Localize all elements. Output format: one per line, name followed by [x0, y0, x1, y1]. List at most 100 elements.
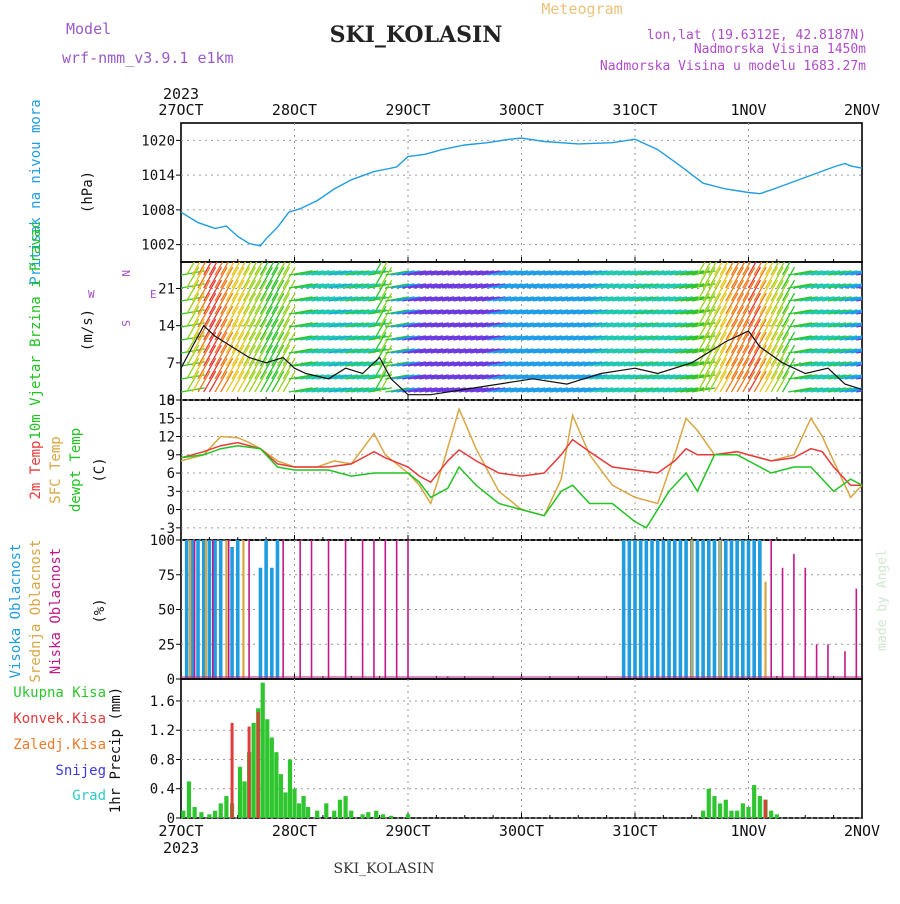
wind-barb — [657, 270, 682, 276]
wind-barb — [674, 296, 699, 302]
wind-barb — [776, 357, 790, 380]
wind-barb — [328, 309, 353, 315]
wind-barb — [396, 361, 421, 367]
wind-barb — [651, 387, 676, 393]
wind-barb — [788, 270, 812, 276]
wind-barb — [759, 318, 773, 341]
wind-barb — [719, 305, 733, 328]
wind-barb — [861, 313, 862, 314]
wind-barb — [470, 348, 495, 354]
precip-bar — [278, 774, 283, 818]
wind-barb — [317, 309, 341, 315]
wind-barb — [248, 292, 262, 315]
wind-barb — [413, 348, 438, 354]
wind-barb — [719, 266, 733, 289]
precip-bar — [332, 810, 337, 818]
wind-barb — [441, 283, 466, 289]
wind-barb — [276, 279, 291, 302]
wind-barb — [674, 335, 699, 341]
wind-barb — [515, 374, 540, 380]
wind-barb — [237, 357, 251, 380]
wind-barb — [827, 296, 852, 302]
wind-barb — [776, 344, 790, 367]
wind-barb — [487, 309, 512, 315]
wind-barb — [413, 296, 438, 302]
wind-barb — [747, 262, 757, 276]
wind-barb — [390, 309, 415, 315]
wind-barb — [736, 279, 750, 302]
wind-barb — [254, 262, 264, 276]
wind-barb — [288, 387, 313, 393]
wind-barb — [566, 335, 591, 341]
wind-barb — [373, 262, 383, 276]
time-label-top: 2NOV — [844, 101, 880, 119]
wind-barb — [390, 283, 415, 289]
wind-barb — [464, 374, 489, 380]
wind-barb — [186, 262, 195, 276]
wind-barb — [617, 309, 642, 315]
time-label-bottom: 29OCT — [385, 822, 430, 840]
wind-barb — [191, 262, 201, 276]
wind-barb — [197, 262, 207, 276]
wind-barb — [646, 348, 671, 354]
wind-barb — [305, 270, 330, 276]
wind-barb — [351, 374, 375, 380]
wind-barb — [504, 348, 529, 354]
wind-barb — [770, 262, 780, 276]
wind-barb — [470, 374, 495, 380]
wind-barb — [578, 270, 602, 276]
wind-barb — [600, 335, 625, 341]
wind-barb — [788, 335, 812, 341]
wind-barb — [753, 292, 767, 315]
wind-barb — [237, 331, 251, 354]
wind-barb — [493, 374, 517, 380]
wind-barb — [634, 387, 659, 393]
wind-barb — [629, 335, 654, 341]
wind-barb — [657, 387, 682, 393]
wind-barb — [725, 292, 739, 315]
wind-barb — [424, 335, 449, 341]
wind-barb — [742, 357, 756, 380]
wind-barb — [351, 309, 375, 315]
wind-barb — [231, 305, 245, 328]
wind-barb — [300, 322, 324, 328]
wind-barb — [311, 361, 336, 367]
wind-barb — [702, 262, 712, 276]
wind-barb — [781, 318, 796, 341]
wind-barb — [572, 374, 597, 380]
wind-barb — [351, 335, 375, 341]
wind-barb — [419, 348, 444, 354]
wind-barb — [475, 322, 500, 328]
wind-barb — [430, 322, 455, 328]
precip-bar — [735, 810, 740, 818]
wind-barb — [629, 348, 654, 354]
wind-barb — [583, 348, 608, 354]
wind-barb — [231, 370, 245, 393]
wind-barb — [265, 262, 275, 276]
wind-barb — [583, 322, 608, 328]
sfc-temp-ylabel: SFC Temp — [48, 436, 64, 503]
wind-barb — [407, 361, 432, 367]
wind-barb — [345, 361, 370, 367]
wind-barb — [254, 318, 268, 341]
wind-barb — [305, 309, 330, 315]
wind-barb — [413, 309, 438, 315]
precip-bar — [337, 799, 342, 818]
wind-barb — [248, 357, 262, 380]
wind-barb — [725, 266, 739, 289]
wind-barb — [833, 283, 858, 289]
wind-barb — [759, 344, 773, 367]
wind-barb — [646, 387, 671, 393]
wind-barb — [725, 344, 739, 367]
cloud-unit: (%) — [92, 598, 108, 623]
wind-ylabel: 10m Vjetar Brzina i Pravac — [28, 220, 44, 439]
time-label-bottom: 30OCT — [499, 822, 544, 840]
wind-barb — [566, 348, 591, 354]
wind-barb — [674, 270, 699, 276]
wind-barb — [736, 344, 750, 367]
wind-barb — [413, 322, 438, 328]
y-tick-label: 50 — [158, 603, 175, 619]
wind-unit: (m/s) — [80, 309, 96, 351]
wind-barb — [197, 292, 211, 315]
y-tick-label: 1.6 — [150, 694, 175, 710]
